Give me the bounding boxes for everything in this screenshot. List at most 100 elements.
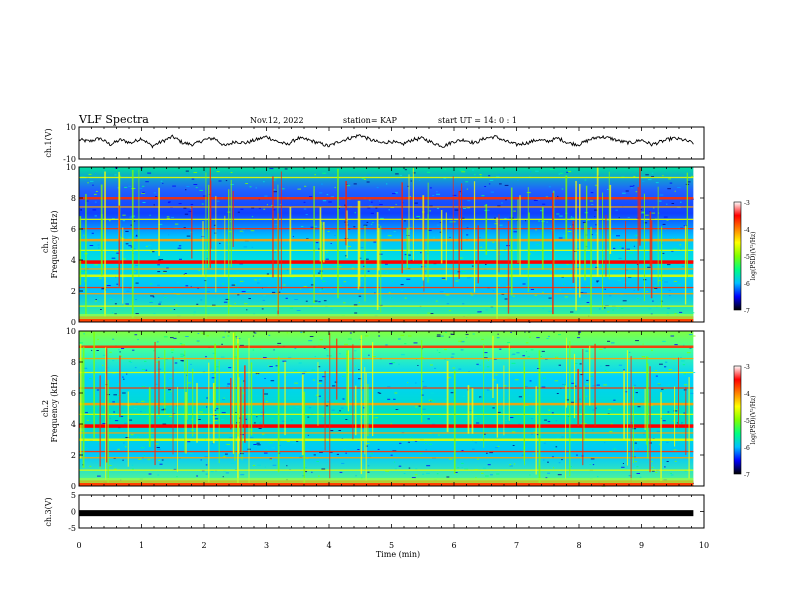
ch2-spectrogram-speckle [546,338,549,339]
ch2-spectrogram-speckle [603,384,607,386]
ch1-spectrogram-speckle [622,300,627,302]
ch2-spectrogram-speckle [332,385,336,387]
ch1-spectrogram-speckle [642,180,645,182]
ch2-spectrogram-speckle [377,448,380,450]
ch2-spectrogram-spike [241,379,243,461]
ch1-spectrogram-speckle [578,307,581,309]
ch2-spectrogram-spike [284,361,286,436]
ch1-spectrogram-speckle [135,313,139,315]
ch2-spectrogram-band [79,413,694,415]
ch2-spectrogram-spike [352,344,354,440]
ch1-spectrogram-speckle [254,289,256,291]
ch1-spectrogram-speckle [283,284,286,286]
ch2-spectrogram-speckle [510,417,514,418]
ch2-spectrogram-speckle [157,474,160,476]
ch2-spectrogram-speckle [643,433,645,435]
ch1-spectrogram-speckle [309,196,313,198]
ch1-spectrogram-speckle [189,231,193,233]
ch2-spectrogram-speckle [540,356,542,357]
ch1-spectrogram-speckle [411,277,414,279]
ch2-spectrogram-speckle [158,357,160,359]
ch1-spectrogram-speckle [266,273,270,275]
ch2-spectrogram-speckle [608,408,611,410]
ch2-spectrogram-speckle [115,420,119,422]
ch2-spectrogram-speckle [641,356,646,358]
ch1-spectrogram-speckle [150,300,153,302]
ch1-spectrogram-spike [320,221,323,280]
ch1-spectrogram-speckle [564,296,569,298]
ch1-spectrogram-speckle [101,288,104,290]
ch1-spectrogram-speckle [98,247,100,249]
ch1-spectrogram-speckle [651,212,656,214]
ch2-spectrogram-speckle [425,443,427,444]
ch1-spectrogram-lowfreq-band [79,319,694,322]
ch2-spectrogram-speckle [112,360,115,362]
ch2-spectrogram-speckle [662,340,666,342]
ch1-spectrogram-speckle [466,234,469,236]
ch2-spectrogram-spike [237,343,239,437]
ch2-spectrogram-speckle [102,423,107,424]
ch2-spectrogram-speckle [585,383,589,385]
ch2-spectrogram-speckle [656,430,661,432]
ch1-spectrogram-speckle [406,278,411,280]
ch2-spectrogram-speckle [102,364,104,366]
ch2-spectrogram-speckle [102,354,107,356]
ch1-spectrogram-speckle [454,209,459,211]
ch2-spectrogram-spike [538,350,541,486]
ch1-spectrogram-speckle [125,243,129,245]
ch2-spectrogram-speckle [259,415,264,417]
ch2-spectrogram-speckle [662,420,666,422]
ch1-spectrogram-speckle [323,300,327,302]
ch1-spectrogram-speckle [274,224,278,226]
ch1-spectrogram-speckle [489,179,494,181]
time-tick-label: 9 [639,541,644,550]
ch2-spectrogram-speckle [400,334,405,336]
ch2-spectrogram-speckle [340,407,344,409]
ch1-spectrogram-speckle [199,189,204,191]
ch2-spectrogram-speckle [486,389,490,391]
ch1-spectrogram-speckle [621,192,626,194]
ch1-spectrogram-ytick-label: 2 [71,287,76,296]
ch1-spectrogram-speckle [411,242,414,244]
ch1-spectrogram-speckle [284,168,288,170]
ch1-spectrogram-spike [345,181,347,246]
ch2-spectrogram-speckle [521,454,524,456]
ch2-spectrogram-speckle [176,405,179,407]
ch1-spectrogram-spike [579,184,581,298]
ch1-spectrogram-speckle [228,231,232,233]
ch1-spectrogram-speckle [534,250,537,252]
ch1-spectrogram-speckle [80,271,85,273]
ch1-spectrogram-speckle [95,191,98,192]
ch1-spectrogram-speckle [488,183,491,185]
ch1-spectrogram-speckle [130,246,133,248]
ch1-spectrogram-speckle [429,205,433,207]
ch1-spectrogram-speckle [343,281,347,283]
ch1-spectrogram-speckle [166,216,170,218]
ch2-spectrogram-speckle [343,449,346,451]
ch1-spectrogram-speckle [155,196,158,198]
ch1-spectrogram-speckle [198,269,200,271]
ch2-spectrogram-speckle [633,400,638,402]
ch1-spectrogram-speckle [595,232,599,234]
ch2-spectrogram-speckle [205,464,208,466]
ch2-spectrogram-speckle [252,349,255,351]
ch1-spectrogram-speckle [129,216,134,218]
ch2-spectrogram-speckle [501,420,504,422]
ch1-spectrogram-speckle [518,300,521,302]
ch2-spectrogram-speckle [483,357,488,359]
ch1-spectrogram-speckle [428,229,432,231]
ch2-spectrogram-spike [329,333,331,480]
ch1-colorbar-tick-label: -5 [744,254,750,261]
ch2-spectrogram-speckle [108,465,112,466]
ch2-spectrogram-speckle [496,473,500,475]
ch1-spectrogram-speckle [594,216,596,217]
ch2-spectrogram-speckle [408,335,412,337]
ch2-spectrogram-spike [244,365,246,443]
ch2-spectrogram-speckle [387,386,391,388]
ch1-spectrogram-speckle [318,248,321,250]
ch2-spectrogram-spike [421,340,423,423]
ch2-spectrogram-speckle [263,357,267,358]
ch2-spectrogram-speckle [334,381,338,383]
ch2-spectrogram-speckle [576,454,578,456]
ch2-colorbar-tick-label: -3 [744,364,750,371]
